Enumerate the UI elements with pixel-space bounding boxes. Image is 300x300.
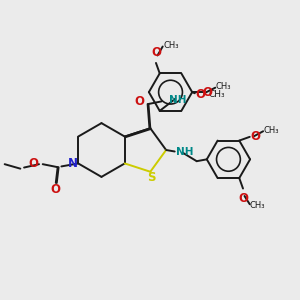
Text: O: O [239,192,249,205]
Text: O: O [28,157,38,170]
Text: NH: NH [176,147,194,157]
Text: O: O [152,46,162,59]
Text: O: O [195,88,205,100]
Text: N: N [68,157,78,170]
Text: O: O [250,130,260,143]
Text: CH₃: CH₃ [263,126,279,135]
Text: NH: NH [169,94,187,104]
Text: O: O [202,85,213,99]
Text: O: O [51,183,61,196]
Text: CH₃: CH₃ [208,90,225,99]
Text: O: O [134,94,144,107]
Text: S: S [147,171,155,184]
Text: CH₃: CH₃ [215,82,231,91]
Text: CH₃: CH₃ [250,201,265,210]
Text: CH₃: CH₃ [163,41,178,50]
